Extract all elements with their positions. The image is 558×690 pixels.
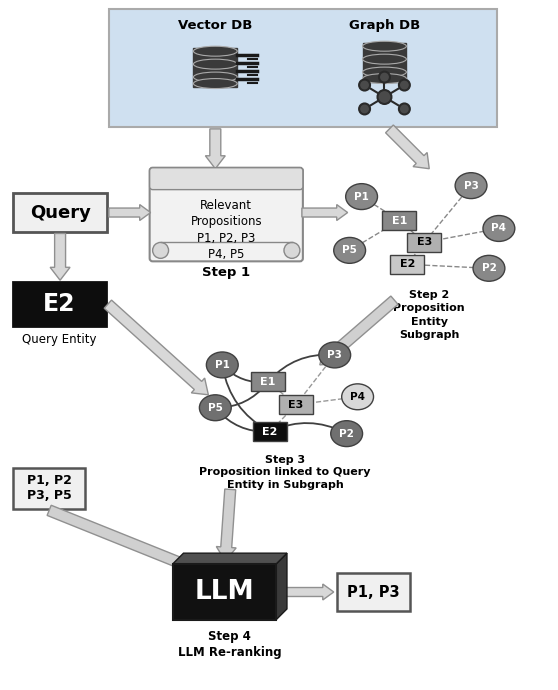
Bar	[109, 10, 497, 127]
Text: Step 2
Proposition
Entity
Subgraph: Step 2 Proposition Entity Subgraph	[393, 290, 465, 339]
Text: E1: E1	[392, 215, 407, 226]
Bar	[172, 564, 276, 620]
Polygon shape	[50, 233, 70, 280]
Text: Step 4
LLM Re-ranking: Step 4 LLM Re-ranking	[178, 630, 282, 659]
Bar	[363, 69, 406, 82]
Bar	[382, 211, 416, 230]
Text: Graph DB: Graph DB	[349, 19, 420, 32]
Text: P2: P2	[482, 264, 497, 273]
Circle shape	[399, 104, 410, 115]
Ellipse shape	[319, 342, 350, 368]
Text: E2: E2	[262, 426, 278, 437]
Text: P1: P1	[215, 360, 230, 370]
Polygon shape	[280, 584, 334, 600]
Text: P1, P3: P1, P3	[347, 584, 400, 600]
Ellipse shape	[483, 215, 515, 242]
Ellipse shape	[363, 74, 406, 83]
Ellipse shape	[334, 237, 365, 264]
Polygon shape	[276, 553, 287, 620]
Text: Step 3
Proposition linked to Query
Entity in Subgraph: Step 3 Proposition linked to Query Entit…	[199, 455, 371, 490]
Text: P1: P1	[354, 192, 369, 201]
Text: P5: P5	[342, 246, 357, 255]
Bar	[251, 373, 285, 391]
Text: Query: Query	[30, 204, 90, 221]
Polygon shape	[109, 204, 151, 221]
Bar	[363, 56, 406, 69]
Ellipse shape	[199, 395, 231, 421]
Text: Relevant
Propositions
P1, P2, P3
P4, P5: Relevant Propositions P1, P2, P3 P4, P5	[190, 199, 262, 261]
Bar	[194, 48, 237, 61]
Ellipse shape	[194, 79, 237, 88]
Text: P3: P3	[328, 350, 342, 360]
Text: E1: E1	[261, 377, 276, 387]
Text: Vector DB: Vector DB	[178, 19, 253, 32]
Polygon shape	[386, 125, 429, 169]
Bar	[194, 74, 237, 87]
Ellipse shape	[363, 41, 406, 51]
Bar	[194, 61, 237, 74]
Ellipse shape	[473, 255, 505, 282]
Polygon shape	[302, 204, 348, 221]
Bar	[391, 255, 424, 274]
Circle shape	[284, 242, 300, 258]
Ellipse shape	[331, 421, 363, 446]
Text: Step 1: Step 1	[202, 266, 251, 279]
Circle shape	[379, 72, 390, 83]
Text: E3: E3	[288, 400, 304, 410]
Text: P2: P2	[339, 428, 354, 439]
Text: E2: E2	[44, 292, 76, 316]
FancyBboxPatch shape	[150, 168, 303, 262]
Bar	[407, 233, 441, 252]
Circle shape	[359, 79, 370, 90]
Ellipse shape	[363, 67, 406, 77]
Polygon shape	[205, 129, 225, 169]
Polygon shape	[320, 296, 398, 365]
Polygon shape	[172, 553, 287, 564]
Text: E2: E2	[400, 259, 415, 269]
Text: E3: E3	[417, 237, 432, 248]
Circle shape	[153, 242, 169, 258]
Ellipse shape	[363, 55, 406, 64]
Bar	[279, 395, 313, 414]
Ellipse shape	[194, 72, 237, 82]
Ellipse shape	[206, 352, 238, 378]
Bar	[336, 573, 410, 611]
Circle shape	[359, 104, 370, 115]
Bar	[13, 468, 85, 509]
Text: P4: P4	[492, 224, 507, 233]
Ellipse shape	[341, 384, 373, 410]
Text: P3: P3	[464, 181, 478, 190]
Text: P5: P5	[208, 403, 223, 413]
Circle shape	[399, 79, 410, 90]
Polygon shape	[47, 505, 195, 573]
Bar	[253, 422, 287, 441]
Circle shape	[378, 90, 392, 104]
Text: LLM: LLM	[194, 579, 254, 605]
Bar	[13, 193, 107, 233]
Ellipse shape	[194, 46, 237, 56]
Bar	[363, 43, 406, 56]
Text: P4: P4	[350, 392, 365, 402]
Bar	[13, 282, 106, 326]
Ellipse shape	[345, 184, 378, 210]
Text: Query Entity: Query Entity	[22, 333, 97, 346]
Ellipse shape	[194, 59, 237, 69]
Polygon shape	[104, 300, 208, 395]
Ellipse shape	[455, 172, 487, 199]
Polygon shape	[217, 489, 236, 561]
Text: P1, P2
P3, P5: P1, P2 P3, P5	[27, 475, 71, 502]
FancyBboxPatch shape	[150, 168, 303, 190]
